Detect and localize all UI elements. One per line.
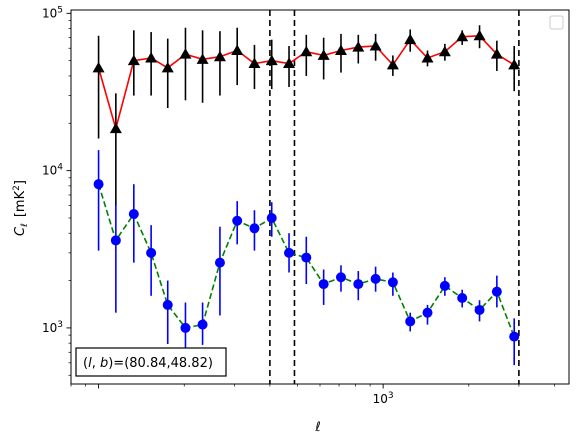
triangle-marker [179,48,192,59]
y-tick-label: 104 [42,163,63,178]
triangle-marker [490,48,503,59]
triangle-marker [231,44,244,56]
circle-marker [162,299,173,310]
annotation-text: (l, b)=(80.84,48.82) [83,356,213,371]
triangle-marker [438,45,451,57]
triangle-marker [386,58,399,70]
triangle-marker [92,61,105,73]
circle-marker [318,279,329,290]
triangle-marker [352,41,365,52]
triangle-marker [317,49,330,60]
data-markers [92,29,521,342]
circle-marker [214,257,225,268]
circle-marker [197,319,208,330]
triangle-marker [473,29,486,41]
plot-area [71,10,569,384]
circle-marker [405,316,416,327]
y-tick-label: 103 [42,320,63,335]
triangle-marker [145,52,158,63]
triangle-marker [300,45,313,57]
circle-marker [370,273,381,284]
circle-marker [474,304,485,315]
triangle-marker [265,54,278,66]
triangle-marker [109,122,122,134]
circle-marker [146,247,157,258]
annotation-box [75,347,227,377]
circle-marker [93,179,104,190]
x-tick-label: 103 [373,391,394,406]
vertical-marker-lines [269,10,520,384]
circle-marker [457,292,468,303]
y-axis-ticks: 103 104 105 [42,5,71,376]
circle-marker [180,322,191,333]
triangle-marker [283,57,296,68]
circle-marker [387,277,398,288]
triangle-marker [248,57,261,68]
circle-marker [284,247,295,258]
triangle-marker [196,53,209,64]
x-axis-title: ℓ [314,420,320,435]
triangle-marker [127,54,140,66]
legend-box [549,15,564,30]
circle-marker [232,215,243,226]
circle-marker [439,280,450,291]
circle-marker [353,279,364,290]
x-axis-ticks: 103 [70,384,555,406]
circle-marker [266,212,277,223]
circle-marker [491,286,502,297]
triangle-marker [369,39,382,51]
y-tick-label: 105 [42,5,63,20]
circle-marker [422,307,433,318]
circle-marker [249,223,260,234]
circle-marker [301,252,312,263]
triangle-marker [213,50,226,62]
triangle-marker [508,58,521,70]
circle-marker [335,272,346,283]
triangle-marker [421,52,434,63]
triangle-marker [456,30,469,42]
triangle-marker [334,44,347,56]
triangle-marker [161,61,174,73]
circle-marker [110,235,121,246]
circle-marker [128,208,139,219]
y-axis-title: Cℓ[mK2] [12,180,30,236]
triangle-marker [404,33,417,45]
circle-marker [509,331,520,342]
